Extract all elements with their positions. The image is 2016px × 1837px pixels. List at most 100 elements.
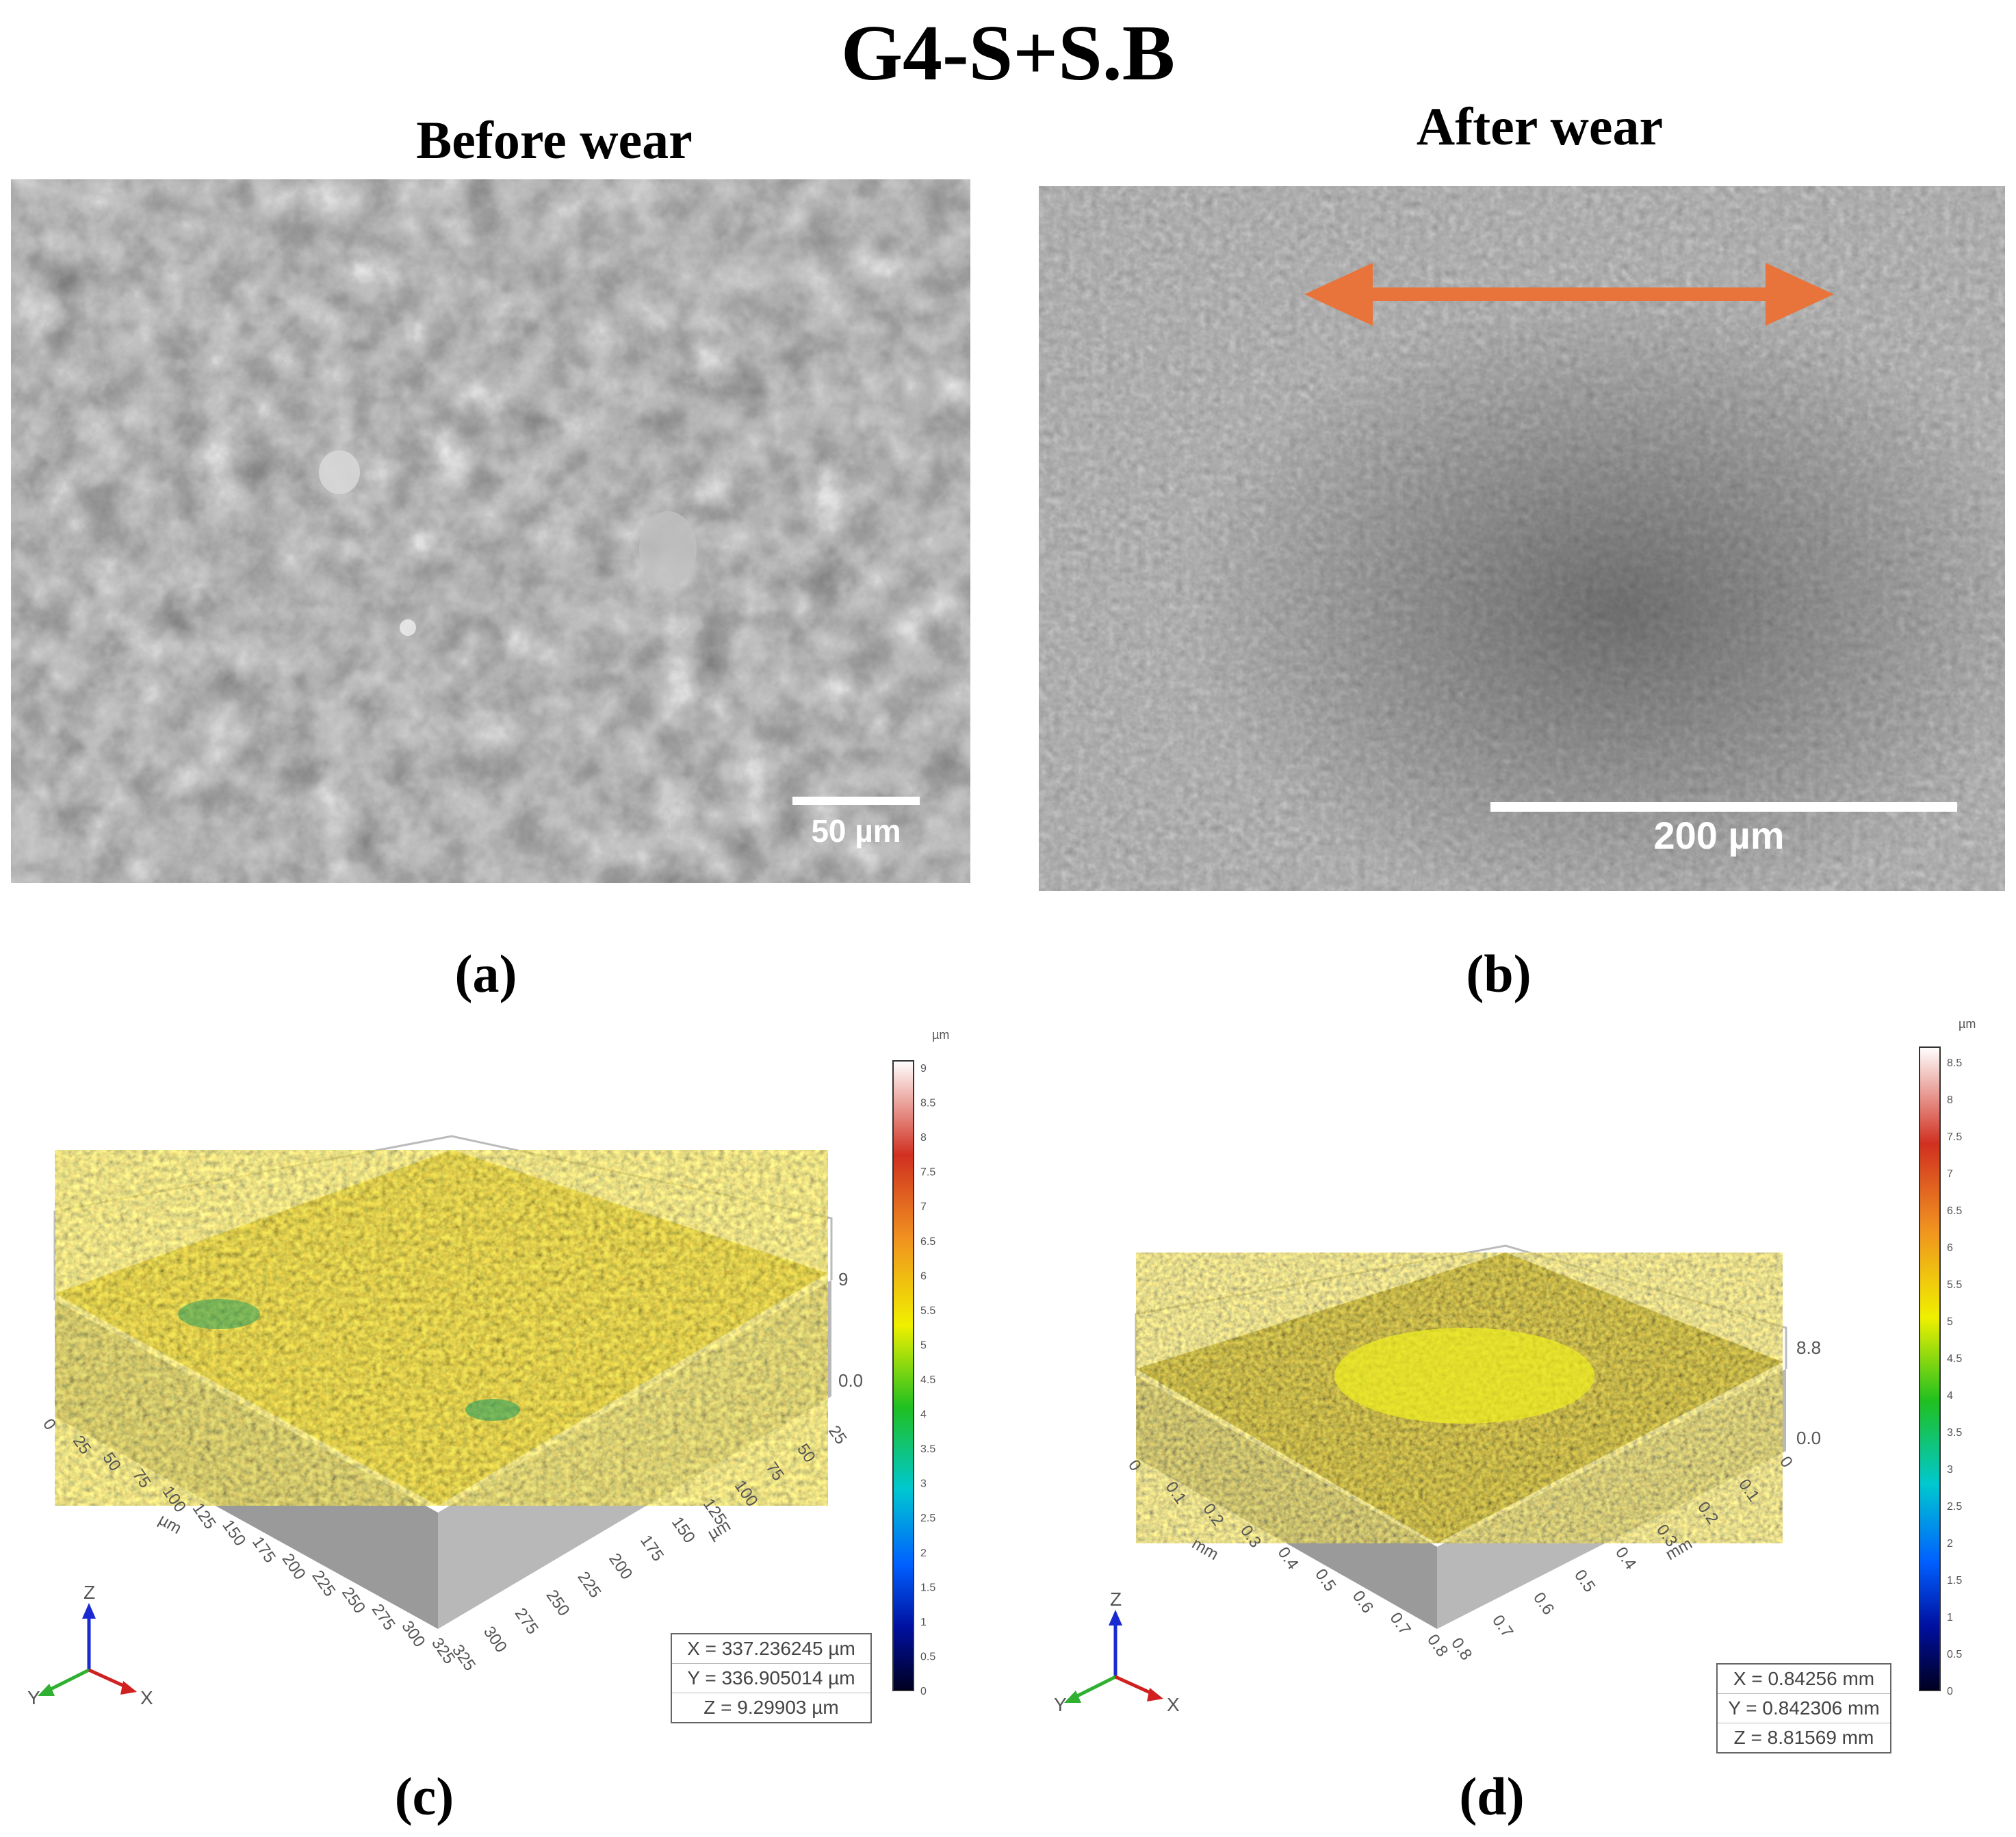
axis-tick-label: 175 xyxy=(636,1532,667,1565)
colorbar-tick-label: 0.5 xyxy=(920,1651,935,1662)
before-wear-caption: Before wear xyxy=(287,110,821,171)
axis-tick-label: 0.5 xyxy=(1571,1567,1599,1596)
axis-tick-label: 275 xyxy=(511,1605,542,1638)
surface-profile-after-wear: 8.8 0.0 0 0.1 0.2 0.3 0.4 0.5 0.6 0.7 0.8 0.8 0.7… xyxy=(1026,1013,2012,1759)
readout-x: X = 0.84256 mm xyxy=(1718,1665,1890,1694)
colorbar-tick-label: 6.5 xyxy=(920,1236,935,1248)
panel-label-a: (a) xyxy=(383,943,589,1005)
readout-y: Y = 336.905014 µm xyxy=(672,1664,870,1693)
sem-image-after-wear: 200 µm xyxy=(1039,186,2005,891)
coordinate-readout: X = 337.236245 µm Y = 336.905014 µm Z = … xyxy=(671,1633,872,1723)
axis-tick-label: 250 xyxy=(543,1586,573,1619)
colorbar-tick-label: 1 xyxy=(920,1617,927,1628)
axis-tick-label: 0 xyxy=(1124,1456,1145,1474)
scale-bar-label: 50 µm xyxy=(811,813,901,849)
colorbar-tick-label: 5.5 xyxy=(920,1305,935,1317)
svg-text:Z: Z xyxy=(1110,1589,1122,1610)
after-wear-caption: After wear xyxy=(1273,96,1807,157)
particle xyxy=(319,450,360,494)
axis-tick-label: 325 xyxy=(448,1641,479,1674)
colorbar-tick-label: 5 xyxy=(920,1339,927,1351)
colorbar xyxy=(1920,1047,1940,1691)
colorbar-tick-label: 4 xyxy=(1947,1390,1953,1402)
panel-label-d: (d) xyxy=(1389,1766,1594,1827)
axis-tick-label: 100 xyxy=(731,1477,762,1510)
readout-z: Z = 9.29903 µm xyxy=(672,1693,870,1722)
colorbar-tick-label: 2 xyxy=(1947,1538,1953,1550)
readout-y: Y = 0.842306 mm xyxy=(1718,1694,1890,1723)
axis-tick-label: 225 xyxy=(573,1568,604,1601)
panel-label-c: (c) xyxy=(322,1766,527,1827)
colorbar-tick-label: 1.5 xyxy=(1947,1575,1962,1586)
svg-text:µm: µm xyxy=(932,1028,949,1042)
axis-tick-label: 25 xyxy=(825,1422,850,1448)
colorbar-tick-label: 0 xyxy=(1947,1686,1953,1697)
colorbar-tick-label: 1.5 xyxy=(920,1582,935,1593)
z-min-label: 0.0 xyxy=(1796,1428,1821,1448)
panel-label-b: (b) xyxy=(1396,943,1601,1005)
axis-tick-label: 0.1 xyxy=(1735,1476,1763,1505)
colorbar-ticks: 8.5 8 7.5 7 6.5 6 5.5 5 4.5 4 3.5 3 2.5 2 1.5 1 0.5 0 xyxy=(1947,1057,1962,1697)
axis-tick-label: 225 xyxy=(308,1567,339,1600)
axis-tick-label: 50 xyxy=(793,1441,818,1466)
axis-triad: Z Y X xyxy=(1054,1589,1180,1715)
svg-text:Z: Z xyxy=(83,1582,95,1603)
svg-text:Y: Y xyxy=(1054,1694,1067,1715)
colorbar-tick-label: 5.5 xyxy=(1947,1279,1962,1291)
colorbar-tick-label: 8 xyxy=(1947,1094,1953,1106)
axis-tick-label: 0.6 xyxy=(1529,1589,1558,1619)
colorbar-tick-label: 7 xyxy=(920,1201,927,1213)
colorbar-tick-label: 2 xyxy=(920,1547,927,1559)
colorbar-tick-label: 9 xyxy=(920,1063,927,1075)
colorbar-tick-label: 0 xyxy=(920,1686,927,1697)
colorbar-tick-label: 2.5 xyxy=(1947,1501,1962,1513)
colorbar-tick-label: 0.5 xyxy=(1947,1649,1962,1660)
colorbar xyxy=(893,1061,914,1691)
axis-tick-label: 0.2 xyxy=(1694,1498,1722,1528)
axis-tick-label: 275 xyxy=(368,1601,399,1634)
x-unit-label: µm xyxy=(155,1511,185,1538)
colorbar-tick-label: 8.5 xyxy=(1947,1057,1962,1069)
axis-tick-label: 0 xyxy=(1776,1453,1796,1471)
scale-bar-label: 200 µm xyxy=(1653,814,1784,857)
z-max-label: 8.8 xyxy=(1796,1337,1821,1358)
axis-tick-label: 0.7 xyxy=(1488,1612,1516,1641)
colorbar-tick-label: 4.5 xyxy=(920,1374,935,1386)
x-unit-label: mm xyxy=(1189,1534,1222,1564)
axis-tick-label: 300 xyxy=(398,1617,428,1650)
colorbar-tick-label: 3 xyxy=(920,1478,927,1490)
colorbar-tick-label: 3.5 xyxy=(920,1443,935,1455)
axis-tick-label: 0 xyxy=(39,1415,60,1433)
axis-tick-label: 0.8 xyxy=(1447,1634,1475,1664)
surface-profile-before-wear: 9 0.0 0 25 50 75 100 125 150 175 200 225 250 275 300… xyxy=(0,1013,985,1759)
colorbar-tick-label: 8 xyxy=(920,1132,927,1144)
sem-image-before-wear: 50 µm xyxy=(11,179,970,883)
colorbar-tick-label: 7 xyxy=(1947,1168,1953,1180)
axis-tick-label: 75 xyxy=(762,1459,787,1484)
colorbar-tick-label: 3 xyxy=(1947,1464,1953,1476)
axis-tick-label: 300 xyxy=(480,1623,511,1656)
colorbar-tick-label: 1 xyxy=(1947,1612,1953,1623)
coordinate-readout: X = 0.84256 mm Y = 0.842306 mm Z = 8.815… xyxy=(1716,1663,1891,1754)
colorbar-tick-label: 4 xyxy=(920,1409,927,1421)
colorbar-tick-label: 4.5 xyxy=(1947,1353,1962,1365)
svg-text:X: X xyxy=(140,1687,153,1708)
readout-z: Z = 8.81569 mm xyxy=(1718,1723,1890,1752)
figure-title: G4-S+S.B xyxy=(0,5,2016,101)
z-min-label: 0.0 xyxy=(838,1370,863,1391)
axis-tick-label: 200 xyxy=(605,1550,636,1583)
axis-tick-label: 0.4 xyxy=(1612,1543,1640,1573)
scale-bar xyxy=(1490,802,1957,812)
colorbar-tick-label: 6 xyxy=(1947,1242,1953,1254)
colorbar-tick-label: 5 xyxy=(1947,1316,1953,1328)
colorbar-tick-label: 6 xyxy=(920,1270,927,1282)
colorbar-ticks: 98.587.576.565.554.543.532.521.510.50 xyxy=(920,1063,935,1697)
particle xyxy=(400,619,416,636)
axis-tick-label: 250 xyxy=(338,1584,369,1617)
axis-triad: Z Y X xyxy=(27,1582,153,1708)
svg-text:X: X xyxy=(1167,1694,1180,1715)
svg-text:Y: Y xyxy=(27,1687,40,1708)
y-unit-label: µm xyxy=(705,1516,734,1543)
colorbar-tick-label: 3.5 xyxy=(1947,1427,1962,1439)
axis-tick-label: 200 xyxy=(279,1550,309,1583)
